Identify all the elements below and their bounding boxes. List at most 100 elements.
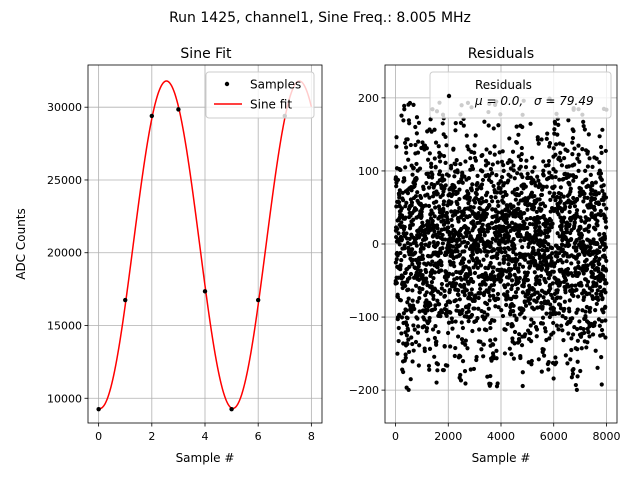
residual-point: [446, 220, 451, 225]
residual-point: [423, 269, 429, 275]
residual-point: [501, 200, 506, 205]
residual-point: [416, 324, 421, 329]
residual-point: [557, 302, 563, 307]
residual-point: [599, 150, 604, 155]
residual-point: [436, 144, 441, 149]
residual-point: [511, 168, 516, 173]
residual-point: [530, 169, 535, 174]
residual-point: [599, 319, 605, 324]
residual-point: [561, 219, 566, 224]
residual-point: [538, 274, 544, 279]
residual-point: [540, 315, 546, 320]
residual-point: [452, 185, 457, 190]
residual-point: [603, 216, 608, 221]
residuals-x-tick-label: 8000: [592, 430, 620, 443]
residual-point: [523, 303, 529, 308]
residual-point: [572, 204, 578, 209]
residual-point: [406, 387, 411, 392]
residual-point: [600, 127, 605, 132]
residual-point: [439, 310, 445, 315]
residuals-y-tick-label: 200: [358, 92, 379, 105]
residual-point: [401, 369, 406, 375]
residual-point: [418, 232, 423, 237]
residual-point: [537, 281, 542, 286]
residual-point: [472, 224, 477, 229]
residual-point: [456, 334, 461, 339]
residual-point: [554, 360, 559, 365]
residual-point: [425, 157, 431, 162]
residual-point: [416, 363, 421, 368]
residual-point: [469, 312, 475, 318]
residual-point: [429, 164, 434, 169]
residual-point: [520, 383, 525, 389]
residual-point: [596, 191, 601, 196]
residual-point: [463, 342, 468, 347]
residual-point: [509, 220, 515, 225]
residual-point: [518, 355, 523, 361]
residual-point: [427, 151, 432, 156]
residual-point: [452, 353, 457, 359]
residual-point: [481, 342, 486, 347]
residual-point: [585, 263, 590, 268]
residual-point: [509, 278, 515, 283]
residuals-x-ticks: 0 2000 4000 6000 8000: [392, 423, 620, 443]
residual-point: [486, 306, 491, 311]
residual-point: [451, 260, 456, 265]
residual-point: [585, 149, 590, 154]
residual-point: [508, 312, 513, 317]
residual-point: [397, 188, 402, 193]
residual-point: [478, 286, 483, 292]
residual-point: [510, 336, 515, 341]
residual-point: [418, 268, 423, 273]
residual-point: [399, 206, 404, 211]
residual-point: [541, 295, 546, 300]
residual-point: [435, 265, 440, 270]
residual-point: [445, 203, 450, 208]
residual-point: [491, 288, 496, 293]
residual-point: [581, 271, 586, 276]
residual-point: [450, 223, 455, 228]
residual-point: [599, 177, 604, 183]
residual-point: [516, 206, 521, 211]
residual-point: [489, 240, 494, 245]
residual-point: [559, 323, 564, 328]
residual-point: [586, 132, 591, 137]
residual-point: [548, 302, 553, 307]
residual-point: [435, 298, 440, 303]
residual-point: [516, 201, 521, 206]
residuals-y-tick-label: −100: [349, 311, 379, 324]
sine-fit-grid: [88, 65, 322, 423]
residual-point: [536, 357, 541, 362]
residual-point: [413, 124, 418, 130]
residual-point: [496, 296, 501, 301]
residual-point: [565, 361, 570, 366]
residual-point: [398, 250, 403, 256]
residual-point: [457, 205, 462, 211]
residual-point: [584, 257, 589, 262]
residual-point: [567, 204, 573, 209]
residual-point: [453, 345, 458, 351]
residuals-legend: Residuals μ = 0.0, σ = 79.49: [429, 71, 612, 119]
residual-point: [398, 167, 403, 173]
residual-point: [484, 253, 489, 258]
residual-point: [581, 295, 587, 300]
residual-point: [445, 217, 450, 222]
residual-point: [552, 299, 557, 304]
residual-point: [462, 239, 467, 244]
residual-point: [482, 310, 487, 315]
residual-point: [537, 293, 543, 298]
legend-residuals-label: Residuals: [475, 78, 532, 92]
residual-point: [528, 323, 533, 328]
residual-point: [574, 208, 580, 213]
residual-point: [488, 167, 494, 172]
residual-point: [433, 205, 438, 210]
residual-point: [539, 207, 544, 212]
residual-point: [494, 173, 499, 178]
residual-point: [564, 259, 569, 264]
residual-point: [524, 158, 529, 163]
residual-point: [424, 326, 430, 331]
residual-point: [403, 270, 408, 276]
residual-point: [399, 113, 404, 118]
residual-point: [426, 363, 432, 368]
residual-point: [581, 123, 586, 129]
